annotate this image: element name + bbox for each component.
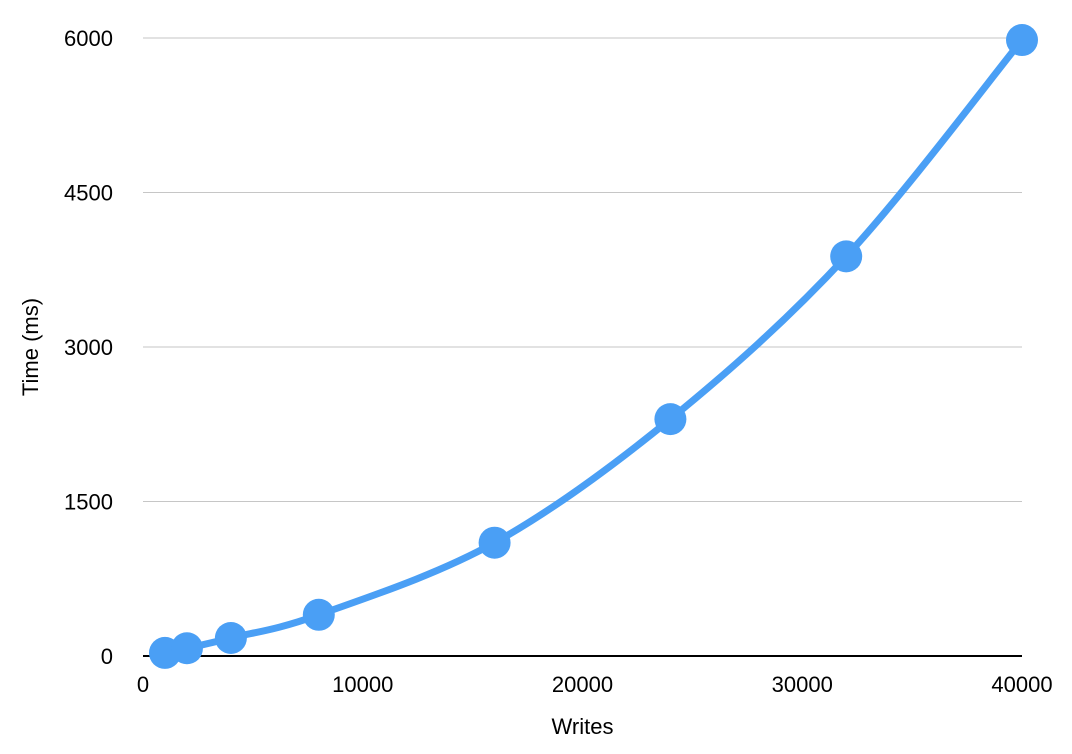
data-point (1006, 24, 1038, 57)
x-tick-label: 10000 (332, 672, 393, 697)
x-tick-label: 20000 (552, 672, 613, 697)
data-point (654, 403, 687, 436)
data-point (478, 526, 511, 559)
y-axis-title: Time (ms) (18, 298, 43, 396)
y-tick-label: 3000 (64, 335, 113, 360)
y-axis-ticks: 0 1500 3000 4500 6000 (64, 26, 113, 669)
x-tick-label: 0 (137, 672, 149, 697)
y-tick-label: 6000 (64, 26, 113, 51)
data-point (830, 240, 863, 273)
y-tick-label: 1500 (64, 490, 113, 515)
data-point (214, 621, 247, 654)
series-line (161, 36, 1026, 657)
y-tick-label: 0 (101, 644, 113, 669)
x-axis-ticks: 0 10000 20000 30000 40000 (137, 672, 1053, 697)
x-tick-label: 30000 (772, 672, 833, 697)
grid-layer (143, 37, 1022, 502)
y-tick-label: 4500 (64, 181, 113, 206)
points-layer (148, 24, 1038, 669)
x-tick-label: 40000 (991, 672, 1052, 697)
x-axis-title: Writes (552, 714, 614, 739)
data-point (302, 598, 335, 631)
series-layer (161, 36, 1026, 657)
data-point (170, 632, 203, 665)
